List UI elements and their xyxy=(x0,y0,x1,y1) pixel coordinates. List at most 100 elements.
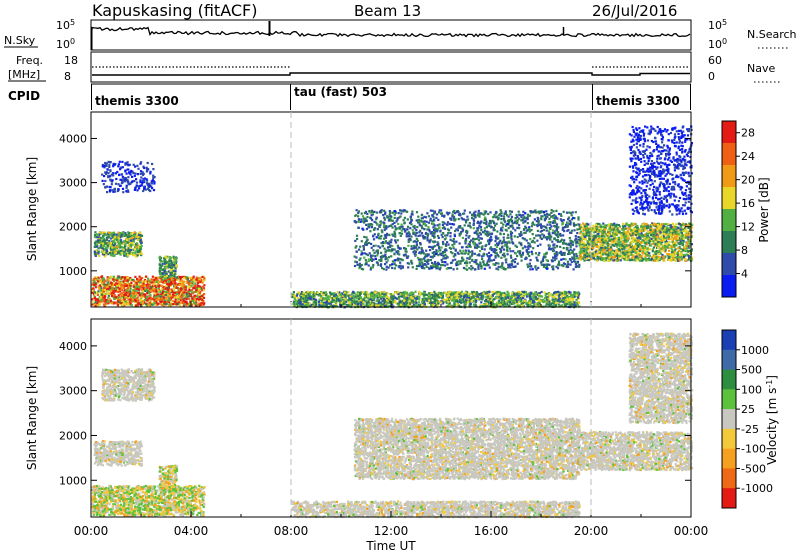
heatmap-cell xyxy=(575,253,577,255)
heatmap-cell xyxy=(124,293,126,295)
heatmap-cell xyxy=(126,187,128,189)
heatmap-cell xyxy=(364,293,366,295)
heatmap-cell xyxy=(146,182,148,184)
heatmap-cell xyxy=(154,302,156,304)
heatmap-cell xyxy=(529,304,531,306)
heatmap-cell xyxy=(498,255,500,257)
heatmap-cell xyxy=(496,216,498,218)
heatmap-cell xyxy=(539,302,541,304)
heatmap-cell xyxy=(183,300,185,302)
heatmap-cell xyxy=(522,302,524,304)
heatmap-cell xyxy=(110,282,112,284)
heatmap-cell xyxy=(555,304,557,306)
heatmap-cell xyxy=(380,220,382,222)
heatmap-cell xyxy=(147,278,149,280)
heatmap-cell xyxy=(173,264,175,266)
heatmap-cell xyxy=(426,212,428,214)
heatmap-cell xyxy=(516,293,518,295)
heatmap-cell xyxy=(194,282,196,284)
heatmap-cell xyxy=(360,301,362,303)
nsearch-tick-bottom: 100 xyxy=(708,37,727,51)
heatmap-cell xyxy=(128,183,130,185)
heatmap-cell xyxy=(371,303,373,305)
heatmap-cell xyxy=(94,284,96,286)
heatmap-cell xyxy=(452,246,454,248)
heatmap-cell xyxy=(159,267,161,269)
heatmap-cell xyxy=(94,297,96,299)
heatmap-cell xyxy=(150,286,152,288)
heatmap-cell xyxy=(169,256,171,258)
heatmap-cell xyxy=(572,296,574,298)
heatmap-cell xyxy=(123,240,125,242)
heatmap-cell xyxy=(101,250,103,252)
heatmap-cell xyxy=(511,292,513,294)
heatmap-cell xyxy=(170,260,172,262)
heatmap-cell xyxy=(365,300,367,302)
heatmap-cell xyxy=(127,279,129,281)
heatmap-cell xyxy=(496,246,498,248)
heatmap-cell xyxy=(473,303,475,305)
heatmap-cell xyxy=(124,303,126,305)
heatmap-cell xyxy=(366,228,368,230)
heatmap-cell xyxy=(473,293,475,295)
heatmap-cell xyxy=(175,264,177,266)
heatmap-cell xyxy=(552,222,554,224)
heatmap-cell xyxy=(101,174,103,176)
heatmap-cell xyxy=(456,297,458,299)
heatmap-cell xyxy=(114,236,116,238)
heatmap-cell xyxy=(503,297,505,299)
heatmap-cell xyxy=(145,280,147,282)
heatmap-cell xyxy=(514,235,516,237)
heatmap-cell xyxy=(140,299,142,301)
heatmap-cell xyxy=(347,295,349,297)
heatmap-cell xyxy=(451,244,453,246)
heatmap-cell xyxy=(426,237,428,239)
heatmap-cell xyxy=(139,281,141,283)
heatmap-cell xyxy=(468,267,470,269)
heatmap-cell xyxy=(162,260,164,262)
heatmap-cell xyxy=(180,287,182,289)
heatmap-cell xyxy=(391,245,393,247)
heatmap-cell xyxy=(173,288,175,290)
heatmap-cell xyxy=(139,248,141,250)
heatmap-cell xyxy=(186,293,188,295)
heatmap-cell xyxy=(118,163,120,165)
heatmap-cell xyxy=(522,297,524,299)
heatmap-cell xyxy=(131,176,133,178)
heatmap-cell xyxy=(124,277,126,279)
heatmap-cell xyxy=(323,292,325,294)
heatmap-cell xyxy=(108,232,110,234)
heatmap-cell xyxy=(197,296,199,298)
heatmap-cell xyxy=(414,291,416,293)
heatmap-cell xyxy=(291,296,293,298)
heatmap-cell xyxy=(118,276,120,278)
heatmap-cell xyxy=(464,210,466,212)
heatmap-cell xyxy=(133,180,135,182)
heatmap-cell xyxy=(497,262,499,264)
heatmap-cell xyxy=(153,288,155,290)
heatmap-cell xyxy=(169,290,171,292)
heatmap-cell xyxy=(409,227,411,229)
heatmap-cell xyxy=(103,245,105,247)
heatmap-cell xyxy=(543,301,545,303)
heatmap-cell xyxy=(113,244,115,246)
heatmap-cell xyxy=(116,249,118,251)
heatmap-cell xyxy=(159,256,161,258)
heatmap-cell xyxy=(554,247,556,249)
heatmap-cell xyxy=(468,293,470,295)
heatmap-cell xyxy=(194,298,196,300)
heatmap-cell xyxy=(493,248,495,250)
heatmap-cell xyxy=(431,292,433,294)
heatmap-cell xyxy=(367,297,369,299)
heatmap-cell xyxy=(428,299,430,301)
heatmap-cell xyxy=(418,296,420,298)
heatmap-cell xyxy=(144,285,146,287)
heatmap-cell xyxy=(107,172,109,174)
heatmap-cell xyxy=(529,259,531,261)
heatmap-cell xyxy=(391,295,393,297)
heatmap-cell xyxy=(573,253,575,255)
heatmap-cell xyxy=(194,303,196,305)
heatmap-cell xyxy=(115,183,117,185)
heatmap-cell xyxy=(307,291,309,293)
